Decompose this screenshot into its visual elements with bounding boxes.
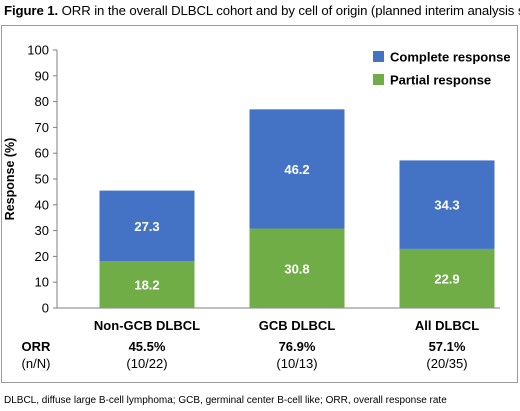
chart-legend: Complete response Partial response — [373, 50, 511, 88]
bar-value-label: 34.3 — [434, 198, 459, 213]
bar-value-label: 18.2 — [134, 278, 159, 293]
y-tick-label: 70 — [35, 120, 49, 135]
bar-segment — [399, 248, 495, 308]
y-tick-label: 50 — [35, 172, 49, 187]
chart-axes: 0 10 20 30 40 50 60 70 80 90 100 Response (%) — [3, 43, 500, 316]
orr-sublabel: (n/N) — [22, 356, 51, 371]
bar-value-label: 46.2 — [284, 162, 309, 177]
legend-label: Partial response — [390, 73, 491, 88]
orr-count: (20/35) — [426, 356, 467, 371]
x-category-label: GCB DLBCL — [259, 318, 336, 333]
y-tick-label: 0 — [42, 301, 49, 316]
y-tick-label: 90 — [35, 68, 49, 83]
orr-label: ORR — [22, 339, 52, 354]
bar-segment — [249, 109, 345, 229]
x-category-label: Non-GCB DLBCL — [94, 318, 200, 333]
orr-count: (10/13) — [276, 356, 317, 371]
bar-segment — [99, 261, 195, 308]
bar-segment — [99, 190, 195, 262]
chart-bars: 18.2 27.3 Non-GCB DLBCL 30.8 46.2 GCB DLBCL 22… — [94, 109, 495, 333]
orr-value: 76.9% — [279, 339, 316, 354]
figure-title-text: ORR in the overall DLBCL cohort and by c… — [58, 3, 520, 18]
x-category-label: All DLBCL — [415, 318, 479, 333]
legend-swatch — [373, 51, 384, 62]
bar-value-label: 30.8 — [284, 261, 309, 276]
y-tick-label: 10 — [35, 275, 49, 290]
bar-value-label: 22.9 — [434, 271, 459, 286]
y-tick-label: 60 — [35, 146, 49, 161]
orr-value: 57.1% — [429, 339, 466, 354]
orr-value: 45.5% — [129, 339, 166, 354]
orr-count: (10/22) — [126, 356, 167, 371]
bar-segment — [399, 160, 495, 249]
legend-label: Complete response — [390, 50, 511, 65]
bar-value-label: 27.3 — [134, 219, 159, 234]
y-tick-label: 20 — [35, 249, 49, 264]
y-tick-label: 40 — [35, 197, 49, 212]
y-tick-label: 30 — [35, 223, 49, 238]
y-tick-label: 100 — [27, 43, 49, 58]
orr-row: ORR (n/N) 45.5% (10/22) 76.9% (10/13) 57.1% (20… — [22, 339, 468, 371]
legend-swatch — [373, 74, 384, 85]
figure-title-prefix: Figure 1. — [4, 3, 59, 18]
y-tick-label: 80 — [35, 94, 49, 109]
chart-panel — [1, 25, 518, 383]
footnote: DLBCL, diffuse large B-cell lymphoma; GC… — [4, 395, 447, 406]
figure-title: Figure 1. ORR in the overall DLBCL cohor… — [4, 3, 520, 19]
bar-segment — [249, 228, 345, 308]
y-axis-title: Response (%) — [3, 138, 17, 221]
